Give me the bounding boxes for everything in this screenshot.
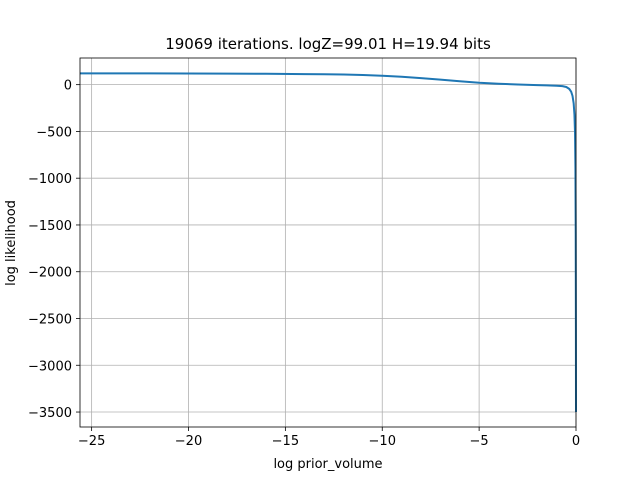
y-tick-label: −2000	[28, 266, 72, 281]
x-tick-label: 0	[572, 434, 580, 449]
series-line	[80, 72, 577, 413]
x-tick-label: −5	[470, 434, 489, 449]
y-tick-label: 0	[64, 79, 72, 94]
y-axis-label: log likelihood	[4, 200, 19, 286]
y-tick-label: −2500	[28, 312, 72, 327]
y-tick-label: −3500	[28, 406, 72, 421]
series-layer	[80, 72, 577, 413]
y-tick-label: −1000	[28, 172, 72, 187]
x-tick-label: −25	[78, 434, 105, 449]
y-tick-label: −1500	[28, 219, 72, 234]
plot-frame	[79, 57, 577, 428]
x-tick-label: −10	[369, 434, 396, 449]
x-axis-label: log prior_volume	[273, 457, 382, 472]
chart-title: 19069 iterations. logZ=99.01 H=19.94 bit…	[165, 35, 491, 53]
y-tick-label: −500	[36, 125, 72, 140]
y-tick-label: −3000	[28, 359, 72, 374]
x-tick-label: −20	[175, 434, 202, 449]
x-tick-label: −15	[272, 434, 299, 449]
axis-ticks: −25 −20 −15 −10 −5 00−500−1000−1500−2000−2500…	[28, 79, 580, 449]
